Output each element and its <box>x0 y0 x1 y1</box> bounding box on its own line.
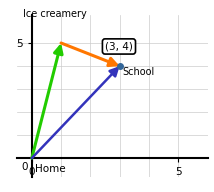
Text: 0: 0 <box>22 162 28 172</box>
Text: Ice creamery: Ice creamery <box>23 9 87 19</box>
Text: School: School <box>123 67 155 77</box>
Text: (3, 4): (3, 4) <box>105 41 133 51</box>
Text: Home: Home <box>35 164 65 174</box>
